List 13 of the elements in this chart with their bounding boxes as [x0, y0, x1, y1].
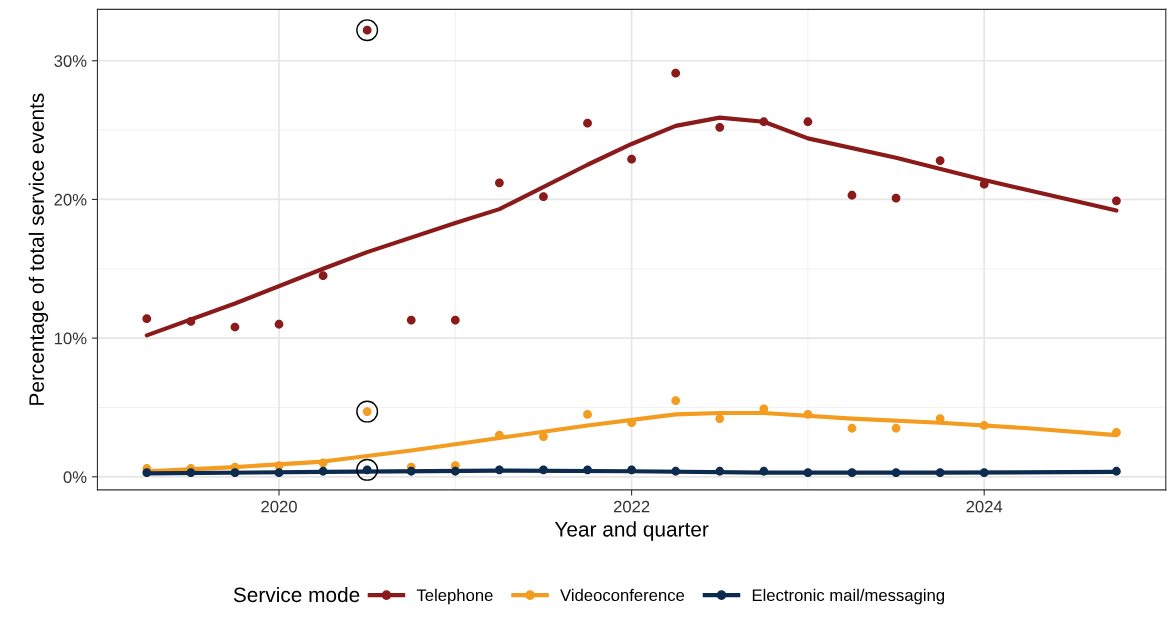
legend-label: Videoconference — [560, 588, 685, 602]
y-tick-label: 20% — [54, 193, 87, 206]
x-axis-title: Year and quarter — [554, 521, 709, 541]
legend-label: Electronic mail/messaging — [752, 588, 945, 605]
x-tick-label: 2022 — [613, 500, 650, 513]
y-tick-label: 30% — [54, 55, 87, 67]
legend-title: Service mode — [233, 586, 360, 603]
x-tick-label: 2024 — [966, 500, 1003, 513]
y-tick-label: 0% — [63, 471, 87, 484]
y-tick-label: 10% — [54, 332, 87, 345]
legend-label: Telephone — [416, 588, 493, 605]
y-axis-title: Percentage of total service events — [28, 93, 49, 405]
x-tick-label: 2020 — [261, 500, 297, 513]
